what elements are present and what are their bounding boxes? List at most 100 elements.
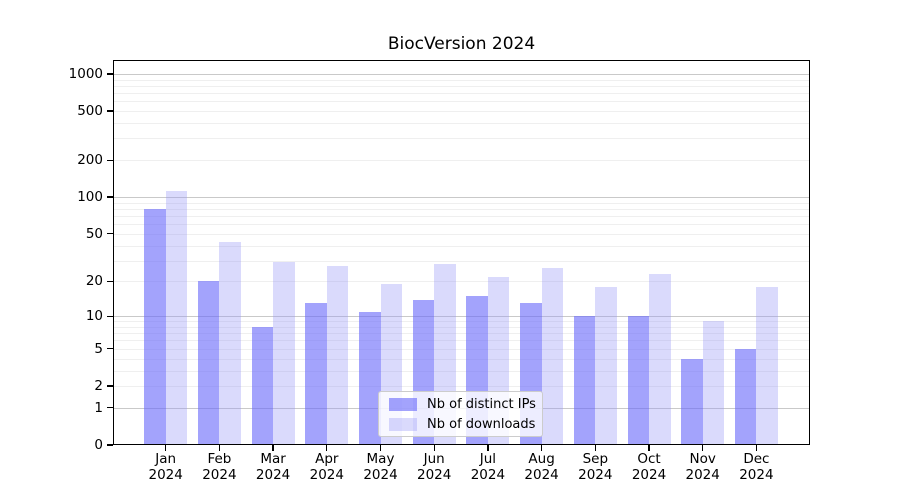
- x-tick-year: 2024: [148, 466, 183, 483]
- y-tick-label: 2: [94, 377, 103, 394]
- gridline-minor: [113, 326, 810, 328]
- y-tick: [107, 407, 113, 409]
- x-tick: [165, 445, 167, 451]
- y-tick: [107, 280, 113, 283]
- gridline-minor: [113, 281, 810, 283]
- x-tick: [540, 445, 543, 451]
- x-tick: [326, 445, 328, 451]
- y-tick-label: 20: [85, 273, 103, 290]
- bar-downloads-dec: [756, 286, 778, 445]
- gridline-minor: [113, 348, 810, 350]
- x-tick-month: Aug: [528, 451, 555, 467]
- gridline-minor: [113, 233, 810, 235]
- gridline-minor: [113, 245, 810, 247]
- x-tick-label: Oct 2024: [619, 451, 679, 483]
- x-tick-month: Feb: [207, 451, 232, 467]
- bar-downloads-apr: [326, 266, 349, 445]
- gridline-minor: [113, 85, 810, 87]
- x-tick-label: Jul 2024: [458, 451, 518, 483]
- bar-distinct-ips-jan: [144, 208, 166, 445]
- x-tick: [272, 445, 274, 451]
- gridline-minor: [113, 160, 810, 162]
- x-tick: [594, 445, 596, 451]
- bar-distinct-ips-may: [359, 311, 381, 445]
- y-tick-label: 1: [94, 399, 103, 416]
- x-tick-month: May: [366, 451, 395, 467]
- gridline-minor: [113, 101, 810, 103]
- y-tick-label: 10: [85, 308, 103, 325]
- x-tick-label: Dec 2024: [726, 451, 786, 483]
- bar-downloads-mar: [273, 262, 295, 445]
- bar-downloads-jan: [165, 191, 188, 445]
- x-tick-year: 2024: [524, 466, 559, 483]
- x-tick-label: Aug 2024: [512, 451, 572, 483]
- gridline-minor: [113, 208, 810, 210]
- legend-item-downloads: Nb of downloads: [389, 417, 535, 432]
- x-tick-year: 2024: [631, 466, 667, 483]
- y-tick-label: 200: [77, 152, 103, 169]
- x-tick-month: Oct: [637, 451, 661, 467]
- bar-downloads-nov: [702, 321, 725, 445]
- bar-distinct-ips-apr: [305, 303, 327, 445]
- y-tick-label: 5: [94, 340, 103, 357]
- x-tick-label: Jun 2024: [404, 451, 464, 483]
- x-tick-year: 2024: [363, 466, 398, 483]
- x-tick-month: Jun: [423, 451, 445, 467]
- x-tick-label: Sep 2024: [565, 451, 625, 483]
- legend-swatch-downloads: [389, 417, 417, 431]
- bar-distinct-ips-mar: [251, 326, 274, 445]
- x-tick: [433, 445, 435, 451]
- gridline-minor: [113, 340, 810, 342]
- x-tick-year: 2024: [255, 466, 291, 483]
- y-tick: [107, 196, 113, 198]
- y-tick-label: 50: [85, 225, 103, 242]
- bar-distinct-ips-dec: [734, 348, 757, 445]
- y-tick: [107, 110, 113, 112]
- gridline-minor: [113, 93, 810, 95]
- x-tick-label: Apr 2024: [297, 451, 357, 483]
- gridline-minor: [113, 358, 810, 360]
- x-tick: [379, 445, 382, 451]
- bar-distinct-ips-oct: [627, 316, 649, 445]
- gridline-minor: [113, 123, 810, 125]
- y-tick: [107, 444, 113, 446]
- x-tick-label: Nov 2024: [673, 451, 733, 483]
- x-tick-month: Apr: [315, 451, 339, 467]
- x-tick-label: May 2024: [351, 451, 411, 483]
- y-tick: [107, 385, 113, 387]
- gridline-major: [113, 73, 810, 75]
- bar-downloads-oct: [649, 274, 671, 445]
- bar-distinct-ips-feb: [197, 281, 220, 445]
- gridline-minor: [113, 333, 810, 335]
- x-tick: [487, 445, 489, 451]
- y-tick: [107, 233, 113, 235]
- x-tick-month: Sep: [582, 451, 609, 467]
- x-tick-label: Mar 2024: [243, 451, 303, 483]
- y-tick-label: 500: [77, 103, 103, 120]
- x-tick-label: Jan 2024: [136, 451, 196, 483]
- x-tick-year: 2024: [685, 466, 720, 483]
- legend-swatch-distinct-ips: [389, 397, 417, 411]
- gridline-minor: [113, 260, 810, 262]
- gridline-minor: [113, 370, 810, 372]
- x-tick-year: 2024: [739, 466, 774, 483]
- x-tick: [755, 445, 758, 451]
- bar-distinct-ips-sep: [573, 316, 596, 445]
- y-tick-label: 1000: [68, 65, 103, 82]
- gridline-minor: [113, 216, 810, 218]
- plot-frame: [113, 60, 810, 445]
- gridline-major: [113, 316, 810, 318]
- gridline-minor: [113, 111, 810, 113]
- gridline-minor: [113, 321, 810, 323]
- legend-item-distinct-ips: Nb of distinct IPs: [389, 397, 536, 412]
- x-tick: [702, 445, 704, 451]
- gridline-minor: [113, 385, 810, 387]
- x-tick: [648, 445, 650, 451]
- bar-distinct-ips-nov: [681, 358, 703, 445]
- y-tick-label: 100: [77, 189, 103, 206]
- bar-downloads-feb: [219, 241, 241, 445]
- y-tick: [107, 159, 113, 161]
- x-tick-year: 2024: [417, 466, 452, 483]
- gridline-minor: [113, 79, 810, 81]
